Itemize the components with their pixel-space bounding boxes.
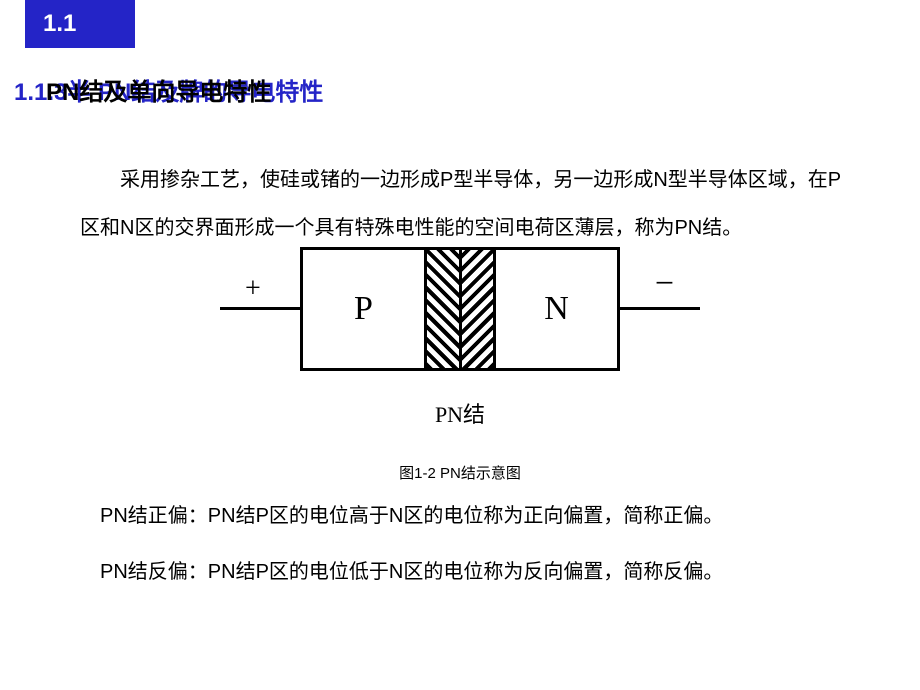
lead-right [620, 307, 700, 310]
lead-left [220, 307, 300, 310]
section-badge: 1.1 [25, 0, 135, 48]
subtitle-overlay: PN结及单向导电特性 [46, 72, 271, 107]
depletion-right-hatch [459, 250, 497, 368]
pn-junction-diagram: + − P N PN结 [210, 247, 710, 371]
n-region-label: N [496, 250, 617, 368]
diagram-inner-caption: PN结 [210, 397, 710, 429]
diagram-body: P N [300, 247, 620, 371]
reverse-bias-line: PN结反偏：PN结P区的电位低于N区的电位称为反向偏置，简称反偏。 [100, 550, 723, 594]
depletion-region [424, 250, 496, 368]
forward-bias-line: PN结正偏：PN结P区的电位高于N区的电位称为正向偏置，简称正偏。 [100, 494, 723, 538]
intro-paragraph: 采用掺杂工艺，使硅或锗的一边形成P型半导体，另一边形成N型半导体区域，在P区和N… [80, 156, 860, 252]
p-region-label: P [303, 250, 424, 368]
depletion-left-hatch [424, 250, 459, 368]
figure-caption: 图1-2 PN结示意图 [0, 462, 920, 483]
plus-sign: + [245, 273, 261, 305]
minus-sign: − [655, 265, 674, 303]
